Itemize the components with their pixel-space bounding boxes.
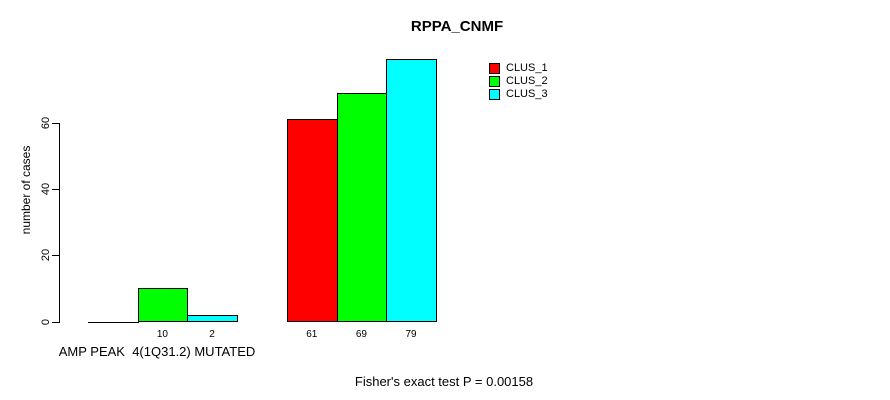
legend-label: CLUS_3 xyxy=(506,88,548,100)
chart-title: RPPA_CNMF xyxy=(410,18,504,35)
legend-label: CLUS_2 xyxy=(506,75,548,87)
legend-swatch-clus_2 xyxy=(489,76,500,87)
y-axis-tick-label: 60 xyxy=(40,116,52,129)
bar-clus_3-group2 xyxy=(386,59,437,323)
bar-value-label: 69 xyxy=(355,329,367,340)
legend-item: CLUS_1 xyxy=(489,62,548,75)
y-axis-tick xyxy=(52,255,59,257)
legend-label: CLUS_1 xyxy=(506,62,548,74)
y-axis-tick-label: 20 xyxy=(40,249,52,262)
bar-clus_1-group1 xyxy=(88,321,139,323)
x-axis-group-label: AMP PEAK 4(1Q31.2) MUTATED xyxy=(58,344,256,359)
legend-item: CLUS_2 xyxy=(489,75,548,88)
legend-item: CLUS_3 xyxy=(489,88,548,101)
fisher-test-note: Fisher's exact test P = 0.00158 xyxy=(354,374,534,389)
legend-swatch-clus_3 xyxy=(489,89,500,100)
bar-value-label: 79 xyxy=(405,329,417,340)
y-axis-line xyxy=(59,122,60,323)
y-axis-tick xyxy=(52,122,59,124)
bar-clus_3-group1 xyxy=(187,314,238,323)
legend-swatch-clus_1 xyxy=(489,63,500,74)
bar-clus_2-group1 xyxy=(137,288,189,323)
y-axis-tick-label: 40 xyxy=(40,182,52,195)
bar-clus_1-group2 xyxy=(287,119,338,323)
y-axis-tick-label: 0 xyxy=(40,318,52,325)
bar-value-label: 10 xyxy=(156,329,168,340)
bar-value-label: 2 xyxy=(209,329,215,340)
bar-value-label: 61 xyxy=(306,329,318,340)
legend: CLUS_1 CLUS_2 CLUS_3 xyxy=(489,62,548,101)
bar-clus_2-group2 xyxy=(336,92,388,323)
y-axis-tick xyxy=(52,188,59,190)
y-axis-tick xyxy=(52,321,59,323)
